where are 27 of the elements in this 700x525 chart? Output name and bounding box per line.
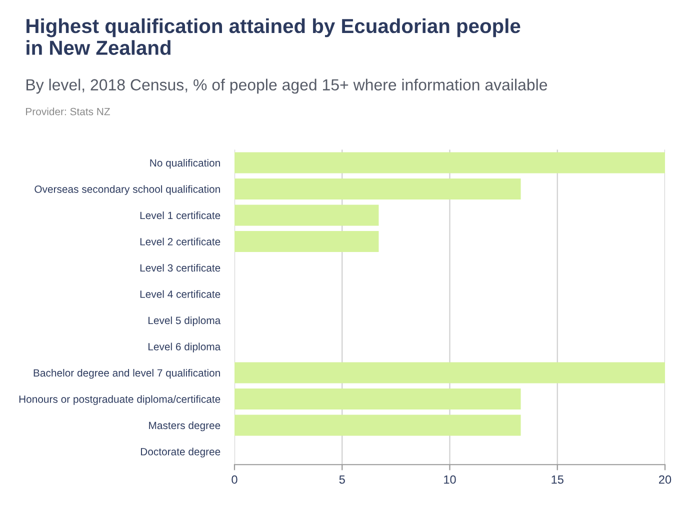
x-tick-label: 15 xyxy=(552,475,564,484)
bar xyxy=(234,204,379,226)
text: Provider: Stats NZ xyxy=(26,108,110,116)
bar xyxy=(234,414,521,436)
chart-title: Highest qualification attained by Ecuadorian people in New Zealand xyxy=(26,18,520,55)
y-tick-label: No qualification xyxy=(150,158,220,169)
y-tick-label: Level 2 certificate xyxy=(140,238,220,246)
bar xyxy=(234,152,665,174)
y-tick-label: Level 6 diploma xyxy=(148,342,221,352)
y-tick-label: Level 4 certificate xyxy=(140,290,220,298)
bar xyxy=(234,231,379,252)
x-tick-label: 5 xyxy=(339,475,345,484)
y-tick-label: Level 1 certificate xyxy=(140,211,220,220)
x-tick-label: 10 xyxy=(444,475,456,484)
bar xyxy=(234,362,665,384)
y-tick-label: Bachelor degree and level 7 qualification xyxy=(34,368,220,379)
x-tick-label: 0 xyxy=(232,475,238,484)
y-tick-label: Honours or postgraduate diploma/certificate xyxy=(19,395,220,405)
y-tick-label: Masters degree xyxy=(149,421,220,432)
bar xyxy=(234,388,521,410)
x-tick-label: 20 xyxy=(659,475,672,484)
y-tick-label: Level 5 diploma xyxy=(148,316,221,326)
y-tick-label: Level 3 certificate xyxy=(140,264,220,272)
bar xyxy=(234,178,521,200)
y-tick-label: Overseas secondary school qualification xyxy=(34,185,220,195)
chart-subtitle: By level, 2018 Census, % of people aged 15+ where information available xyxy=(26,78,548,94)
y-tick-label: Doctorate degree xyxy=(140,448,220,458)
